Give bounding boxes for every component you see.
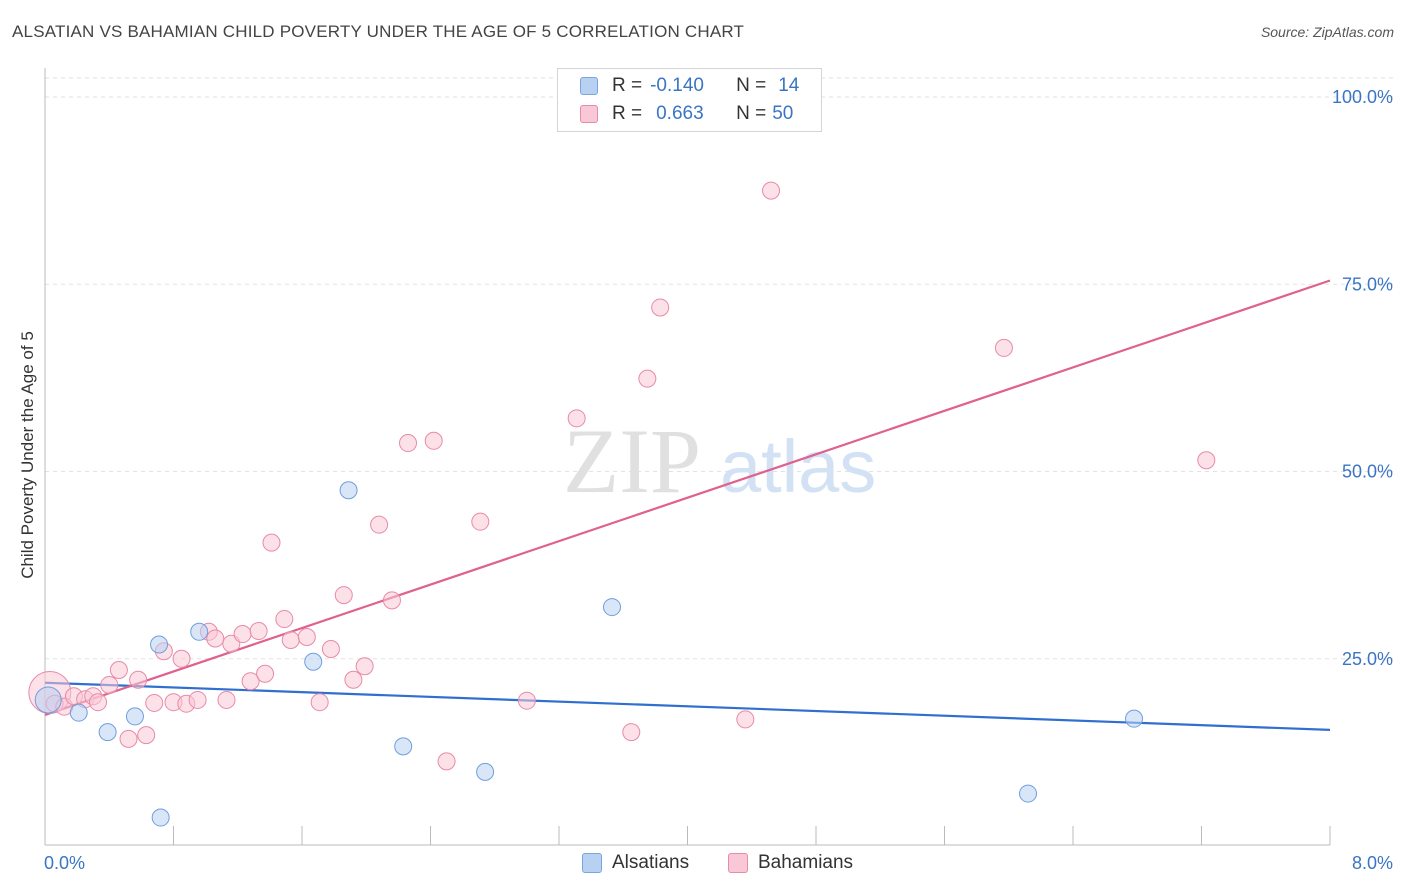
r-value: 0.663 <box>656 103 704 124</box>
grid-lines <box>45 77 1393 660</box>
legend-row-bahamians: R = 0.663 N = 50 <box>580 102 793 126</box>
r-value: -0.140 <box>650 75 704 96</box>
legend-item-bahamians[interactable]: Bahamians <box>728 851 853 875</box>
source-label: Source: ZipAtlas.com <box>1260 24 1394 40</box>
bahamians-legend-swatch <box>728 853 748 873</box>
point-alsatians <box>304 652 323 671</box>
data-points <box>28 181 1216 827</box>
point-bahamians <box>119 729 138 748</box>
point-bahamians <box>188 690 207 709</box>
correlation-legend: R = -0.140 N = 14 R = 0.663 N = 50 <box>557 68 822 132</box>
y-tick-labels: 100.0% 75.0% 50.0% 25.0% <box>1332 87 1393 669</box>
y-axis-label: Child Poverty Under the Age of 5 <box>18 331 37 579</box>
point-bahamians <box>622 723 641 742</box>
point-bahamians <box>567 409 586 428</box>
bahamians-swatch <box>580 105 598 123</box>
point-bahamians <box>382 591 401 610</box>
point-alsatians <box>151 808 170 827</box>
point-bahamians <box>762 181 781 200</box>
r-label: R = <box>612 75 643 96</box>
point-bahamians <box>1197 451 1216 470</box>
point-bahamians <box>241 672 260 691</box>
point-bahamians <box>206 629 225 648</box>
n-value: 50 <box>772 103 794 124</box>
y-tick-label: 25.0% <box>1342 649 1393 669</box>
n-value: 14 <box>778 75 800 96</box>
point-bahamians <box>370 515 389 534</box>
point-bahamians <box>399 434 418 453</box>
point-bahamians <box>249 622 268 641</box>
point-bahamians <box>437 752 456 771</box>
y-tick-label: 100.0% <box>1332 87 1393 107</box>
point-alsatians <box>98 723 117 742</box>
point-alsatians <box>603 598 622 617</box>
point-bahamians <box>217 690 236 709</box>
point-alsatians <box>339 481 358 500</box>
point-bahamians <box>262 533 281 552</box>
point-bahamians <box>471 512 490 531</box>
point-bahamians <box>651 298 670 317</box>
point-bahamians <box>281 631 300 650</box>
n-label: N = <box>736 103 767 124</box>
point-bahamians <box>100 675 119 694</box>
legend-item-alsatians[interactable]: Alsatians <box>582 851 689 875</box>
point-bahamians <box>297 628 316 647</box>
bahamians-legend-label: Bahamians <box>758 852 854 873</box>
point-alsatians <box>476 762 495 781</box>
point-alsatians <box>34 686 62 714</box>
x-tick-label-min: 0.0% <box>44 853 85 873</box>
point-alsatians <box>190 622 209 641</box>
point-bahamians <box>424 431 443 450</box>
legend-row-alsatians: R = -0.140 N = 14 <box>580 74 799 98</box>
point-bahamians <box>321 640 340 659</box>
chart-title: ALSATIAN VS BAHAMIAN CHILD POVERTY UNDER… <box>12 22 745 41</box>
point-bahamians <box>638 369 657 388</box>
point-alsatians <box>125 707 144 726</box>
trend-line-bahamians <box>44 279 1331 716</box>
axes <box>44 68 1331 846</box>
y-tick-label: 50.0% <box>1342 462 1393 482</box>
watermark-zip: ZIP <box>563 410 701 512</box>
r-label: R = <box>612 103 643 124</box>
point-bahamians <box>736 710 755 729</box>
point-bahamians <box>145 693 164 712</box>
point-bahamians <box>344 670 363 689</box>
point-bahamians <box>310 693 329 712</box>
y-tick-label: 75.0% <box>1342 274 1393 294</box>
alsatians-legend-swatch <box>582 853 602 873</box>
watermark-atlas: atlas <box>720 425 876 508</box>
point-alsatians <box>69 703 88 722</box>
point-bahamians <box>233 625 252 644</box>
point-alsatians <box>1125 709 1144 728</box>
alsatians-swatch <box>580 77 598 95</box>
point-bahamians <box>994 338 1013 357</box>
point-bahamians <box>355 657 374 676</box>
point-alsatians <box>150 635 169 654</box>
point-bahamians <box>517 691 536 710</box>
point-bahamians <box>109 660 128 679</box>
alsatians-legend-label: Alsatians <box>612 852 690 873</box>
point-bahamians <box>89 693 108 712</box>
trend-lines <box>44 279 1331 732</box>
point-alsatians <box>1019 784 1038 803</box>
point-bahamians <box>137 726 156 745</box>
n-label: N = <box>736 75 767 96</box>
point-bahamians <box>256 664 275 683</box>
point-bahamians <box>172 649 191 668</box>
point-bahamians <box>275 610 294 629</box>
point-bahamians <box>334 586 353 605</box>
trend-line-alsatians <box>44 681 1331 732</box>
point-bahamians <box>129 670 148 689</box>
x-tick-label-max: 8.0% <box>1352 853 1393 873</box>
point-alsatians <box>394 737 413 756</box>
